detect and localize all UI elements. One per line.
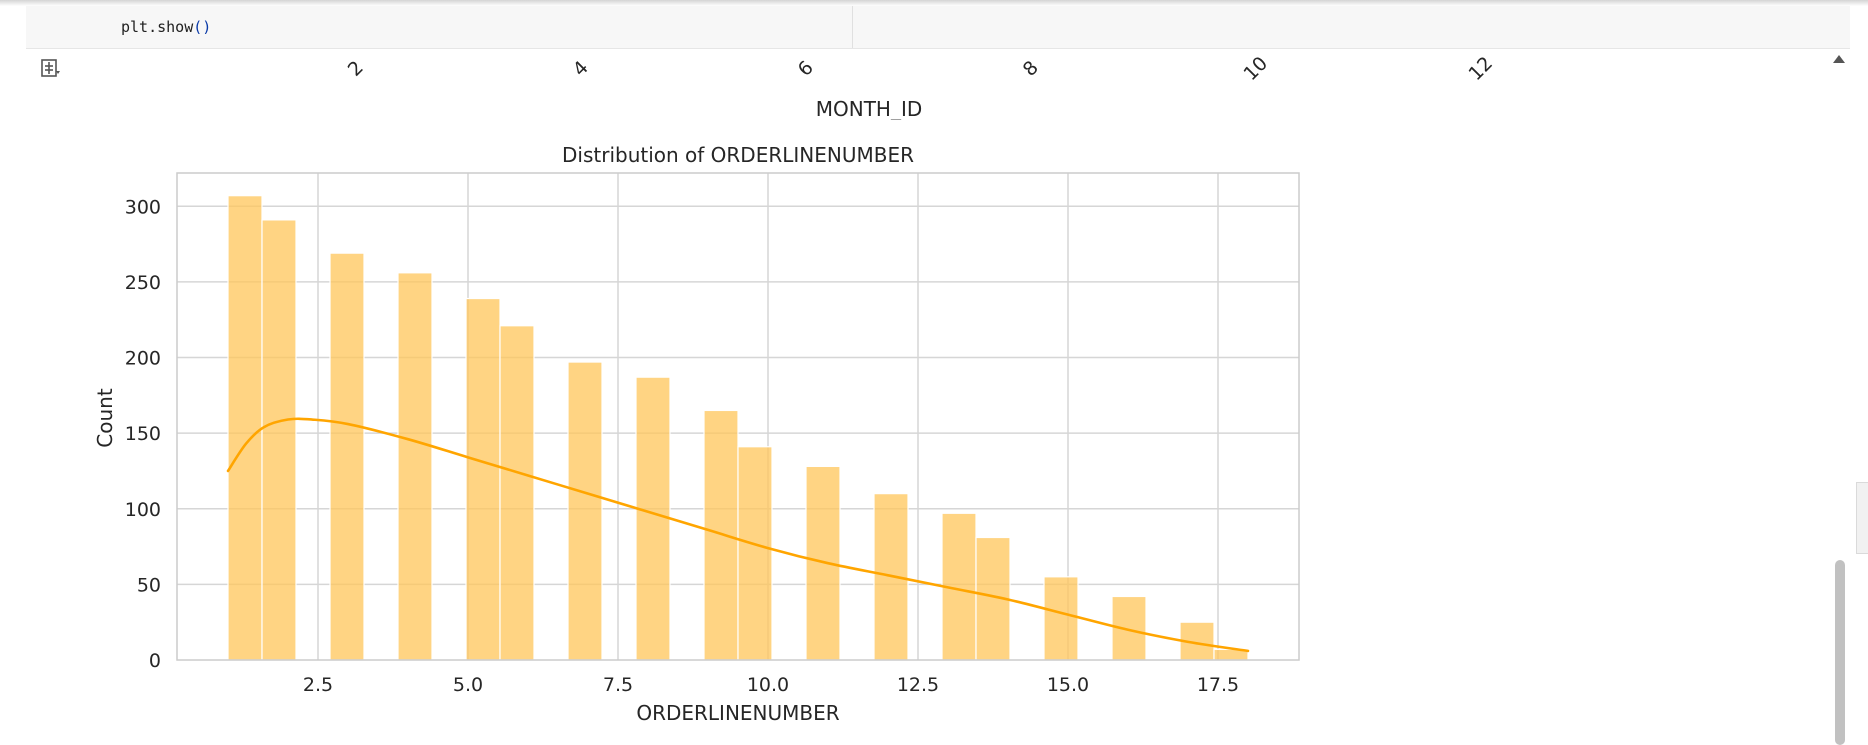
scroll-up-arrow-icon[interactable] [1833, 55, 1845, 63]
plot-frame [176, 172, 1300, 661]
x-axis-label: ORDERLINENUMBER [636, 701, 839, 725]
histogram-bar-14 [1043, 576, 1079, 661]
histogram-chart: Distribution of ORDERLINENUMBER 0 50 100 15… [93, 143, 1300, 725]
x-tick-label-2: 7.5 [603, 674, 633, 696]
chart-title: Distribution of ORDERLINENUMBER [562, 143, 914, 167]
x-tick-label-1: 5.0 [453, 674, 483, 696]
code-line-plt-show: plt.show() [121, 18, 211, 36]
histogram-bar-7 [635, 376, 671, 661]
upper-chart-axis: 2 4 6 8 10 12 MONTH_ID [344, 52, 1497, 120]
y-tick-label-5: 250 [125, 272, 161, 294]
kde-line [226, 417, 1250, 653]
x-tick-label-5: 15.0 [1047, 674, 1089, 696]
histogram-bar-9 [737, 446, 773, 661]
y-axis-label: Count [93, 388, 117, 448]
code-plt-show: plt.show [121, 18, 194, 36]
y-tick-label-1: 50 [137, 574, 161, 596]
histogram-bar-0 [227, 195, 263, 661]
upper-xlabel: MONTH_ID [816, 97, 923, 120]
histogram-bar-6 [567, 361, 603, 661]
y-tick-label-6: 300 [125, 196, 161, 218]
histogram-bar-2 [329, 252, 365, 661]
code-parens: () [193, 18, 212, 36]
y-tick-label-0: 0 [149, 650, 161, 672]
top-shadow [0, 0, 1868, 6]
side-panel-tab[interactable] [1856, 482, 1868, 554]
upper-x-tick-label-5: 12 [1464, 52, 1497, 85]
y-tick-label-4: 200 [125, 348, 161, 370]
code-divider [852, 6, 853, 48]
histogram-bar-1 [261, 219, 297, 661]
x-tick-label-4: 12.5 [897, 674, 939, 696]
histogram-bar-5 [499, 325, 535, 661]
x-tick-label-3: 10.0 [747, 674, 789, 696]
histogram-bar-4 [465, 297, 501, 661]
x-tick-label-6: 17.5 [1197, 674, 1239, 696]
y-tick-label-2: 100 [125, 499, 161, 521]
code-cell[interactable]: plt.show() [26, 6, 1850, 49]
scrollbar-thumb[interactable] [1835, 560, 1845, 745]
x-tick-label-0: 2.5 [303, 674, 333, 696]
histogram-bar-3 [397, 272, 433, 661]
output-toggle-icon[interactable] [40, 58, 62, 80]
y-tick-label-3: 150 [125, 423, 161, 445]
